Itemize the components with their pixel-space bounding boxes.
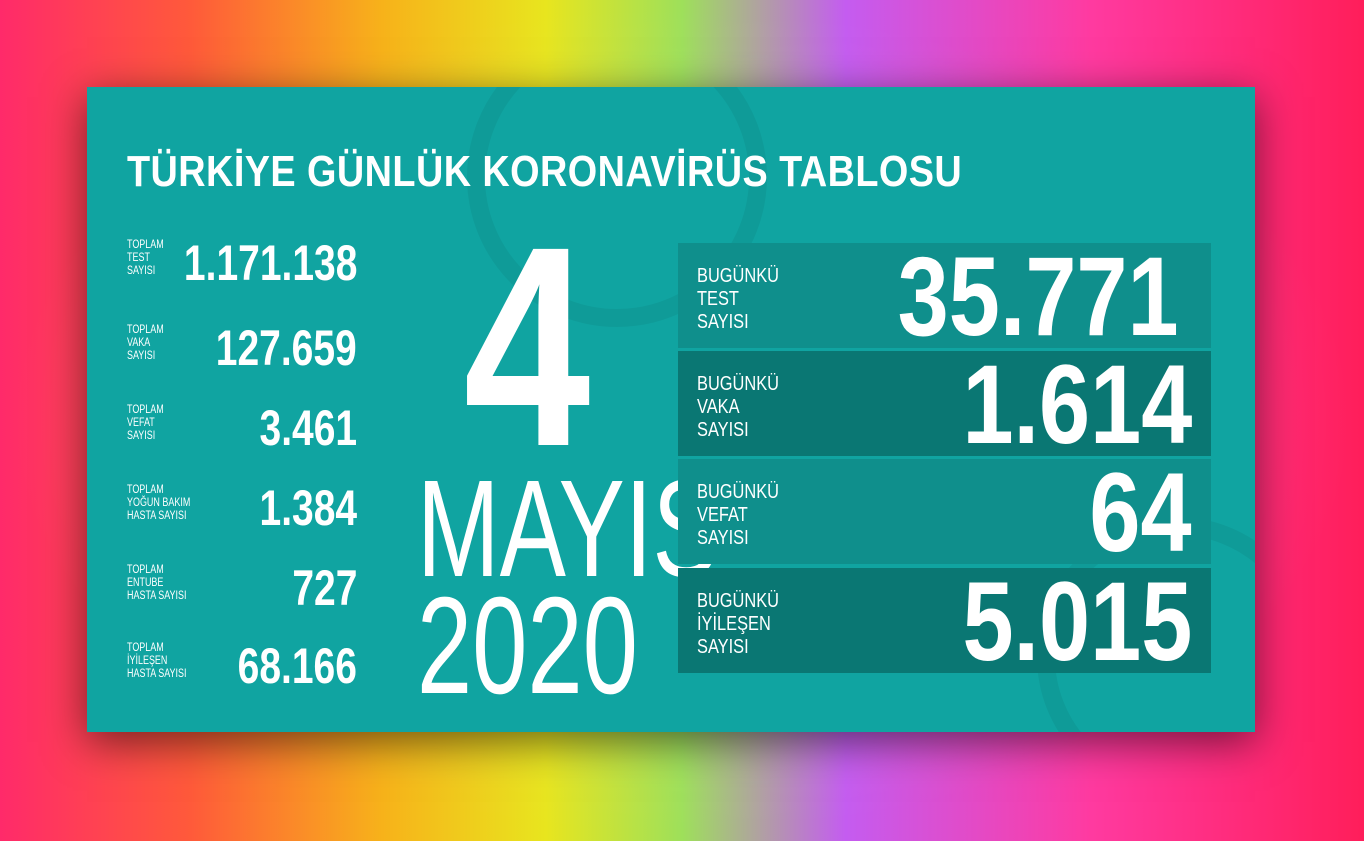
total-intubated: TOPLAM ENTUBE HASTA SAYISI 727 [127,560,357,616]
total-label: TOPLAM ENTUBE HASTA SAYISI [127,564,187,602]
total-value: 68.166 [237,638,357,694]
total-label: TOPLAM TEST SAYISI [127,239,164,277]
today-value: 64 [1089,450,1192,575]
page-title: TÜRKİYE GÜNLÜK KORONAVİRÜS TABLOSU [127,147,963,196]
total-test: TOPLAM TEST SAYISI 1.171.138 [127,235,357,291]
covid-table-card: TÜRKİYE GÜNLÜK KORONAVİRÜS TABLOSU TOPLA… [87,87,1255,732]
total-value: 3.461 [259,400,357,456]
today-test: BUGÜNKÜ TEST SAYISI 35.771 [678,234,1211,359]
today-label: BUGÜNKÜ TEST SAYISI [697,265,780,333]
today-recovered: BUGÜNKÜ İYİLEŞEN SAYISI 5.015 [678,559,1211,684]
date-year: 2020 [416,569,638,723]
today-label: BUGÜNKÜ VEFAT SAYISI [697,481,780,549]
today-label: BUGÜNKÜ İYİLEŞEN SAYISI [697,590,780,658]
date-month: MAYIS [416,452,719,606]
total-label: TOPLAM VEFAT SAYISI [127,404,164,442]
total-value: 727 [291,560,357,616]
total-icu: TOPLAM YOĞUN BAKIM HASTA SAYISI 1.384 [127,480,357,536]
total-deaths: TOPLAM VEFAT SAYISI 3.461 [127,400,357,456]
today-label: BUGÜNKÜ VAKA SAYISI [697,373,780,441]
total-label: TOPLAM VAKA SAYISI [127,324,164,362]
total-label: TOPLAM YOĞUN BAKIM HASTA SAYISI [127,484,191,522]
total-cases: TOPLAM VAKA SAYISI 127.659 [127,320,357,376]
date-day: 4 [463,188,591,506]
today-value: 35.771 [898,234,1179,359]
today-value: 5.015 [962,559,1192,684]
total-value: 127.659 [216,320,357,376]
total-value: 1.384 [259,480,357,536]
today-deaths: BUGÜNKÜ VEFAT SAYISI 64 [678,450,1211,575]
total-value: 1.171.138 [183,235,357,291]
today-value: 1.614 [962,342,1192,467]
total-recovered: TOPLAM İYİLEŞEN HASTA SAYISI 68.166 [127,638,357,694]
today-cases: BUGÜNKÜ VAKA SAYISI 1.614 [678,342,1211,467]
total-label: TOPLAM İYİLEŞEN HASTA SAYISI [127,642,187,680]
